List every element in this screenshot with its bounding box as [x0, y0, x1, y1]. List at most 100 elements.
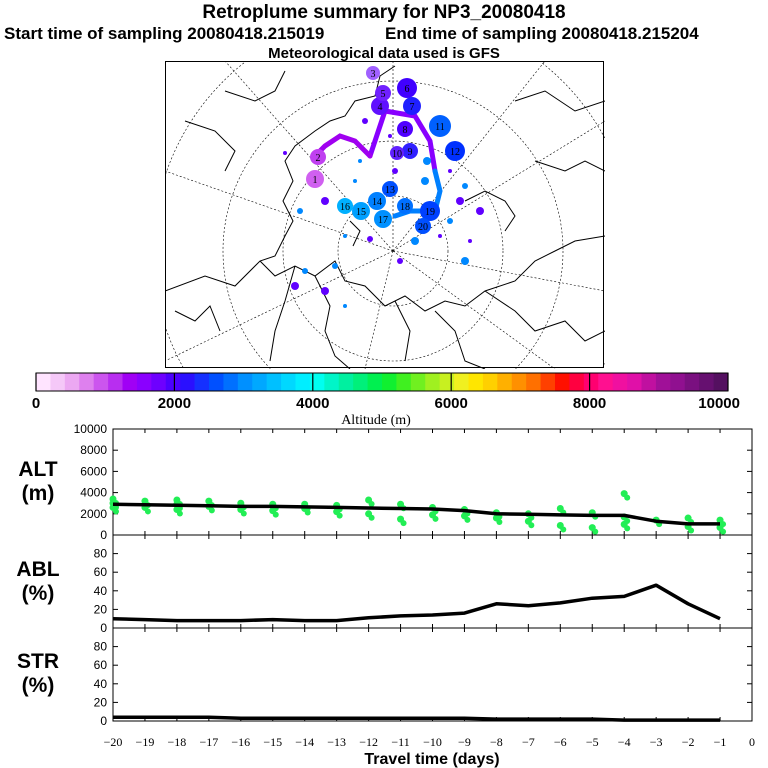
colorbar-swatch	[367, 373, 383, 391]
svg-text:19: 19	[425, 207, 435, 218]
colorbar-swatch	[612, 373, 628, 391]
x-tick-label: −6	[554, 735, 567, 749]
colorbar-swatch	[425, 373, 441, 391]
x-tick-label: −8	[490, 735, 503, 749]
colorbar-swatch	[324, 373, 340, 391]
colorbar-swatch	[338, 373, 354, 391]
y-tick-label: 80	[94, 640, 108, 654]
cluster-day-6: 6	[397, 78, 417, 98]
cluster-day-18: 18	[397, 198, 413, 214]
y-tick-label: 0	[100, 714, 107, 728]
alt-point	[624, 517, 631, 524]
colorbar-swatch	[209, 373, 224, 391]
colorbar-swatch	[64, 373, 80, 391]
colorbar-swatch	[223, 373, 239, 391]
svg-text:5: 5	[381, 89, 386, 100]
panel-frame	[112, 534, 753, 629]
met-data-label: Meteorological data used is GFS	[268, 45, 500, 61]
colorbar-swatch	[684, 373, 700, 391]
plume-particle	[283, 151, 287, 155]
svg-text:10: 10	[392, 149, 402, 160]
colorbar-swatch	[93, 373, 109, 391]
cluster-day-3: 3	[366, 66, 380, 80]
alt-point	[304, 509, 311, 516]
svg-text:2: 2	[316, 153, 321, 164]
panel-unit: (%)	[22, 582, 55, 605]
x-tick-label: −3	[650, 735, 663, 749]
colorbar-tick-label: 4000	[296, 395, 329, 412]
colorbar-swatch	[36, 373, 51, 391]
colorbar-swatch	[482, 373, 498, 391]
colorbar-swatch	[511, 373, 527, 391]
panel-unit: (m)	[22, 482, 55, 505]
alt-point	[176, 510, 183, 517]
x-tick-label: −5	[586, 735, 599, 749]
panel-label: ABL	[16, 558, 59, 581]
colorbar-swatch	[555, 373, 570, 391]
colorbar-tick-label: 6000	[435, 395, 468, 412]
end-time-label: End time of sampling 20080418.215204	[385, 24, 699, 43]
plume-particle	[291, 282, 299, 290]
plume-particle	[448, 169, 452, 173]
alt-point	[720, 521, 727, 528]
svg-text:12: 12	[450, 147, 460, 158]
alt-point	[624, 525, 631, 532]
colorbar-swatch	[670, 373, 686, 391]
plume-particle	[343, 304, 347, 308]
x-tick-label: −7	[522, 735, 535, 749]
colorbar-swatch	[194, 373, 210, 391]
colorbar-swatch	[353, 373, 368, 391]
cluster-day-20: 20	[415, 218, 431, 234]
panel-frame	[112, 627, 753, 722]
cluster-day-16: 16	[337, 198, 353, 214]
y-tick-label: 0	[100, 621, 107, 635]
x-tick-label: −11	[391, 735, 409, 749]
panel-abl: 0 20 40 60 80 ABL(%)	[16, 534, 753, 635]
alt-point	[624, 494, 631, 501]
plume-particle	[411, 237, 419, 245]
alt-point	[272, 511, 279, 518]
alt-point	[240, 510, 247, 517]
series-line	[112, 583, 721, 623]
x-tick-label: −19	[136, 735, 155, 749]
time-series-panels: 0200040006000800010000ALT(m)020406080ABL…	[16, 424, 755, 768]
cluster-day-11: 11	[429, 115, 451, 137]
y-tick-label: 20	[94, 695, 108, 709]
y-tick-label: 6000	[80, 464, 107, 478]
cluster-day-1: 1	[306, 170, 324, 188]
colorbar-label: Altitude (m)	[341, 413, 411, 428]
plume-particle	[468, 239, 472, 243]
cluster-day-12: 12	[445, 141, 465, 161]
plume-particle	[297, 208, 303, 214]
cluster-day-10: 10	[390, 146, 404, 160]
alt-point	[560, 526, 567, 533]
map-graticule	[165, 61, 605, 369]
colorbar-swatch	[281, 373, 296, 391]
y-tick-label: 8000	[80, 443, 107, 457]
panel-alt: 0 2000 4000 6000 8000 10000 ALT(m)	[18, 424, 753, 542]
y-tick-label: 4000	[80, 486, 107, 500]
alt-point	[464, 516, 471, 523]
x-tick-label: −12	[359, 735, 378, 749]
x-axis-label: Travel time (days)	[364, 751, 499, 768]
alt-point	[144, 508, 151, 515]
plume-particle	[388, 134, 392, 138]
x-tick-label: −2	[682, 735, 695, 749]
colorbar-swatch	[252, 373, 268, 391]
panel-label: ALT	[18, 458, 57, 481]
x-tick-label: −13	[327, 735, 346, 749]
colorbar-swatch	[583, 373, 599, 391]
colorbar-swatch	[627, 373, 642, 391]
colorbar-swatch	[79, 373, 95, 391]
svg-text:8: 8	[403, 125, 408, 136]
cluster-day-4: 4	[371, 97, 389, 115]
plume-particle	[302, 268, 308, 274]
y-tick-label: 0	[100, 528, 107, 542]
series-line	[112, 502, 720, 526]
y-tick-label: 2000	[80, 507, 107, 521]
colorbar-swatch	[108, 373, 123, 391]
colorbar-swatch	[50, 373, 66, 391]
colorbar-swatch	[396, 373, 412, 391]
x-tick-label: 0	[749, 735, 755, 749]
